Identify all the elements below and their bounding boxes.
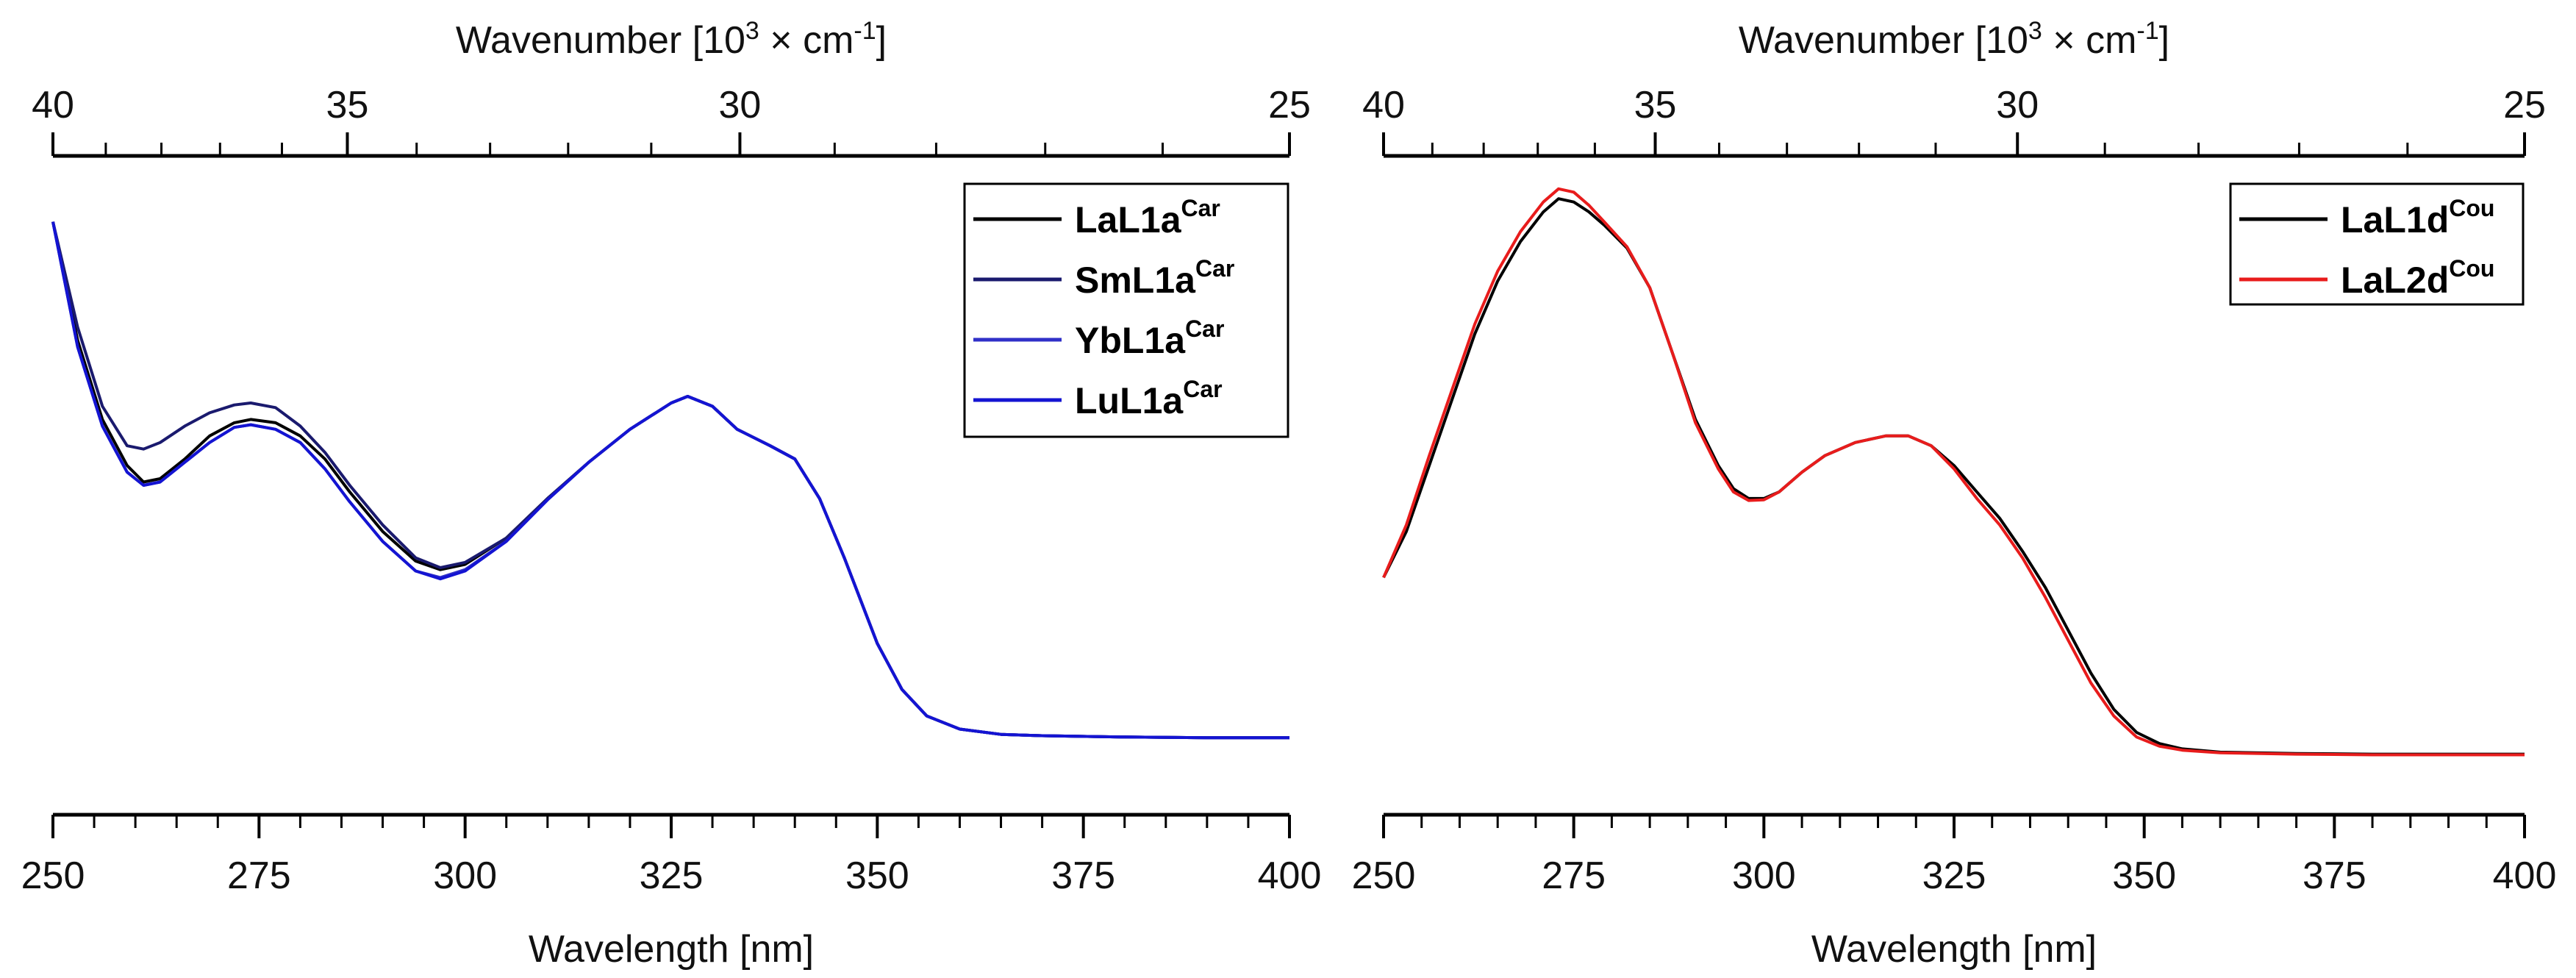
chart0-x-tick-label: 350 (845, 854, 909, 897)
chart0-x-tick-label: 250 (21, 854, 85, 897)
chart0-x-tick-label: 400 (1258, 854, 1322, 897)
chart1-series-line-LaL2d (1382, 187, 2525, 757)
chart1-legend-label: LaL2dCou (2341, 255, 2494, 301)
chart1-legend-label: LaL1dCou (2341, 195, 2494, 240)
chart1-x-tick-label: 350 (2112, 854, 2176, 897)
chart1-x2-axis-title: Wavenumber [103 × cm-1] (1739, 17, 2169, 62)
chart-panel-left: 250 275 300 325 350 375 400 40 35 30 25 Wavelength … (21, 17, 1322, 971)
chart1-x-tick-label: 300 (1732, 854, 1796, 897)
chart0-x-tick-label: 375 (1051, 854, 1115, 897)
chart1-x-axis-title: Wavelength [nm] (1811, 928, 2097, 971)
chart0-x2-tick-label: 30 (719, 84, 762, 126)
chart1-x-tick-label: 250 (1352, 854, 1416, 897)
chart1-legend-box (2229, 182, 2525, 306)
chart0-x2-tick-label: 35 (326, 84, 369, 126)
chart1-x-tick-label: 275 (1542, 854, 1606, 897)
chart1-x2-tick-label: 35 (1634, 84, 1677, 126)
chart0-x-tick-label: 300 (433, 854, 497, 897)
chart1-x2-tick-label: 30 (1996, 84, 2039, 126)
chart1-x-tick-label: 375 (2303, 854, 2366, 897)
chart0-legend-label: SmL1aCar (1075, 255, 1234, 301)
chart0-x2-tick-label: 40 (32, 84, 74, 126)
chart0-x2-tick-label: 25 (1268, 84, 1311, 126)
chart0-x-axis-title: Wavelength [nm] (529, 928, 814, 971)
chart0-series-line-LuL1a (51, 221, 1289, 740)
chart0-legend-label: LuL1aCar (1075, 376, 1223, 421)
chart1-x2-tick-label: 25 (2503, 84, 2546, 126)
chart1-x2-tick-label: 40 (1362, 84, 1405, 126)
chart0-legend-label: YbL1aCar (1075, 315, 1224, 361)
chart0-legend-box (963, 182, 1289, 438)
chart0-legend-label: LaL1aCar (1075, 195, 1220, 240)
chart0-x-tick-label: 275 (227, 854, 291, 897)
chart1-x-tick-label: 325 (1922, 854, 1986, 897)
chart0-x-tick-label: 325 (640, 854, 704, 897)
chart0-x2-axis-title: Wavenumber [103 × cm-1] (456, 17, 887, 62)
chart1-x-tick-label: 400 (2493, 854, 2557, 897)
chart-panel-right: 250 275 300 325 350 375 400 40 35 30 25 Wavelength … (1352, 17, 2557, 971)
